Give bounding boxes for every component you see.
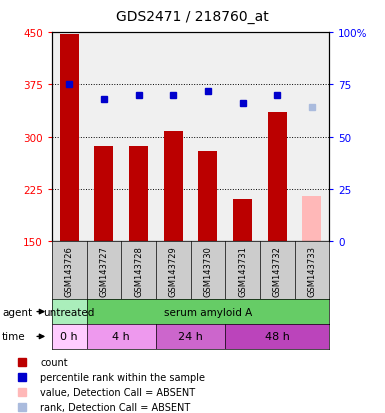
Bar xyxy=(87,324,156,349)
Text: 4 h: 4 h xyxy=(112,332,130,342)
Text: count: count xyxy=(40,357,68,367)
Bar xyxy=(233,200,252,242)
Bar xyxy=(129,147,148,242)
Text: GSM143732: GSM143732 xyxy=(273,245,282,296)
Bar xyxy=(156,324,225,349)
Text: GSM143728: GSM143728 xyxy=(134,245,143,296)
Text: agent: agent xyxy=(2,307,32,317)
Bar xyxy=(87,299,329,324)
Text: GSM143727: GSM143727 xyxy=(99,245,109,296)
Text: value, Detection Call = ABSENT: value, Detection Call = ABSENT xyxy=(40,387,195,397)
Text: 24 h: 24 h xyxy=(178,332,203,342)
Bar xyxy=(268,112,287,242)
Bar xyxy=(94,147,114,242)
Text: GSM143733: GSM143733 xyxy=(307,245,316,296)
Text: 0 h: 0 h xyxy=(60,332,78,342)
Bar xyxy=(302,197,321,242)
Text: GSM143731: GSM143731 xyxy=(238,245,247,296)
Text: GSM143730: GSM143730 xyxy=(203,245,213,296)
Text: GSM143726: GSM143726 xyxy=(65,245,74,296)
Text: serum amyloid A: serum amyloid A xyxy=(164,307,252,317)
Text: GSM143729: GSM143729 xyxy=(169,245,178,296)
Bar xyxy=(52,299,87,324)
Bar xyxy=(198,151,218,242)
Text: 48 h: 48 h xyxy=(265,332,290,342)
Text: time: time xyxy=(2,332,25,342)
Text: percentile rank within the sample: percentile rank within the sample xyxy=(40,372,205,382)
Bar xyxy=(164,132,183,242)
Bar xyxy=(225,324,329,349)
Bar xyxy=(60,35,79,242)
Text: GDS2471 / 218760_at: GDS2471 / 218760_at xyxy=(116,10,269,24)
Text: untreated: untreated xyxy=(44,307,95,317)
Text: rank, Detection Call = ABSENT: rank, Detection Call = ABSENT xyxy=(40,402,191,412)
Bar xyxy=(52,324,87,349)
